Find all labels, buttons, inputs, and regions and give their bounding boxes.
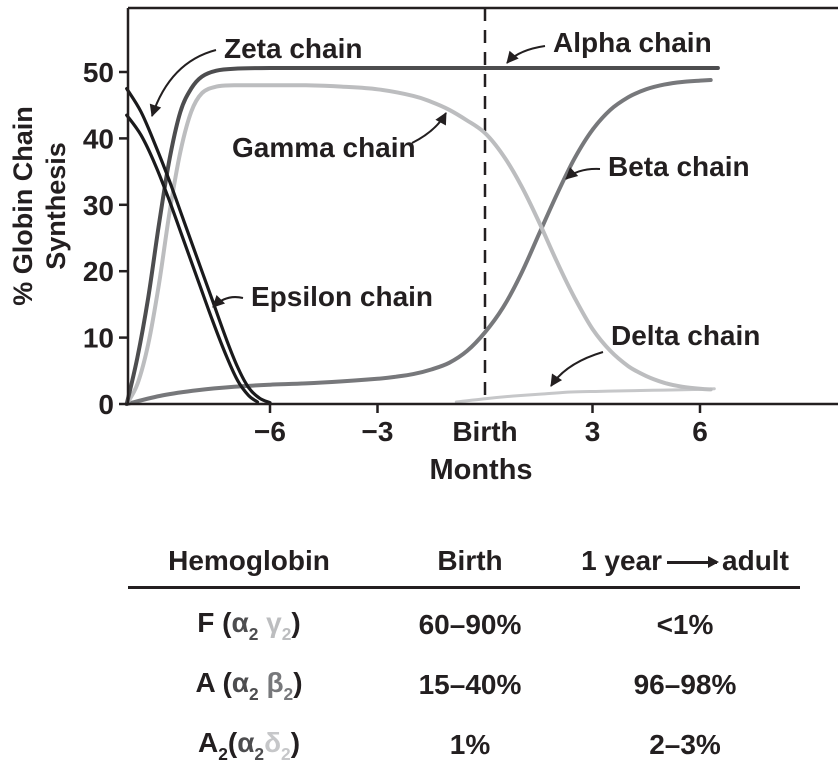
header-hemoglobin: Hemoglobin (168, 545, 330, 576)
y-tick-label: 50 (83, 57, 114, 88)
name-part: α (237, 726, 255, 758)
leader-arrow-beta-chain (565, 167, 601, 180)
curve-zeta-chain (125, 87, 272, 405)
label-beta-chain: Beta chain (608, 151, 750, 182)
adult-value: 96–98% (633, 669, 737, 700)
hemoglobin-name: F (α2 γ2) (128, 606, 370, 645)
adult-value: 2–3% (649, 729, 721, 760)
subscript: 2 (281, 744, 291, 765)
hemoglobin-table: Hemoglobin Birth 1 year adult F (α2 γ2) 6… (128, 545, 800, 775)
curve-beta-chain (124, 78, 713, 406)
x-tick-label: −6 (254, 416, 286, 447)
curve-alpha-chain (124, 65, 720, 406)
table-header-row: Hemoglobin Birth 1 year adult (128, 545, 800, 589)
name-part: ) (293, 666, 303, 698)
hemoglobin-name: A (α2 β2) (128, 666, 370, 705)
header-one-year-adult: 1 year adult (570, 545, 800, 577)
y-axis-title: % Globin Chain Synthesis (8, 106, 71, 306)
label-epsilon-chain: Epsilon chain (251, 281, 433, 312)
adult-value: <1% (656, 609, 714, 640)
subscript: 2 (218, 744, 228, 765)
label-zeta-chain: Zeta chain (224, 33, 362, 64)
birth-value: 15–40% (418, 669, 522, 700)
name-part: F ( (197, 606, 232, 638)
x-tick-label: 6 (692, 416, 708, 447)
globin-chain-synthesis-chart: 0 10 20 30 40 50 −6 −3 Birth 3 6 Months % Globin Cha… (8, 6, 838, 486)
y-tick-label: 10 (83, 323, 114, 354)
name-part (258, 607, 266, 638)
header-birth: Birth (437, 545, 503, 576)
x-tick-label: −3 (362, 416, 394, 447)
name-part: ) (291, 606, 301, 638)
leader-arrow-gamma-chain (411, 112, 447, 144)
name-part: A ( (195, 666, 232, 698)
label-alpha-chain: Alpha chain (553, 27, 712, 58)
table-body: F (α2 γ2) 60–90% <1% A (α2 β2) 15–40% 96–98% A… (128, 595, 800, 775)
y-tick-label: 20 (83, 256, 114, 287)
name-part: α (231, 606, 249, 638)
label-delta-chain: Delta chain (611, 320, 760, 351)
curve-delta-chain (454, 387, 716, 404)
name-part: β (266, 666, 284, 698)
right-arrow-icon (667, 555, 720, 568)
name-part: γ (266, 606, 282, 638)
subscript: 2 (281, 624, 292, 645)
leader-arrow-epsilon-chain (212, 294, 244, 308)
leader-arrow-alpha-chain (506, 45, 546, 64)
y-tick-label: 40 (83, 123, 114, 154)
name-part: ) (290, 726, 301, 758)
subscript: 2 (249, 684, 259, 705)
name-part: δ (264, 726, 282, 758)
curve-epsilon-chain (125, 113, 260, 404)
leader-arrow-zeta-chain (149, 49, 217, 117)
birth-value: 60–90% (418, 609, 522, 640)
subscript: 2 (248, 624, 259, 645)
x-axis-title: Months (429, 454, 532, 486)
name-part: A (197, 726, 219, 758)
x-tick-label: 3 (585, 416, 601, 447)
header-one-year-label: 1 year (581, 545, 663, 576)
leader-arrow-delta-chain (550, 351, 604, 387)
table-row-1: F (α2 γ2) 60–90% <1% (128, 595, 800, 655)
header-adult-label: adult (722, 545, 789, 576)
label-gamma-chain: Gamma chain (232, 132, 416, 163)
hemoglobin-name: A2(α2δ2) (128, 726, 370, 765)
birth-value: 1% (449, 729, 491, 760)
table-row-2: A (α2 β2) 15–40% 96–98% (128, 655, 800, 715)
subscript: 2 (254, 744, 265, 765)
name-part: ( (227, 726, 238, 758)
y-tick-label: 30 (83, 190, 114, 221)
name-part: α (231, 666, 249, 698)
y-tick-label: 0 (98, 389, 114, 420)
table-row-3: A2(α2δ2) 1% 2–3% (128, 715, 800, 775)
curve-gamma-chain (124, 83, 713, 406)
subscript: 2 (283, 684, 294, 705)
x-tick-label: Birth (452, 416, 517, 447)
